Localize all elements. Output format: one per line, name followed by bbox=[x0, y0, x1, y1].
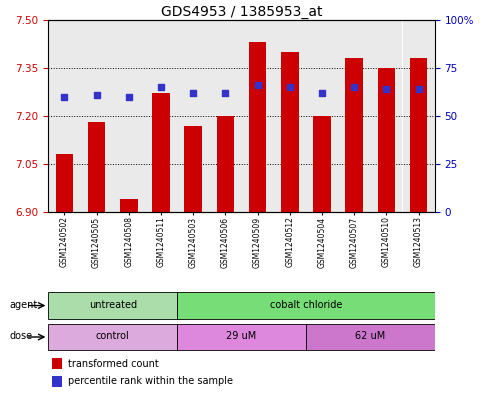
Text: dose: dose bbox=[10, 331, 33, 342]
Text: untreated: untreated bbox=[89, 300, 137, 310]
Bar bbox=[48, 292, 177, 319]
Bar bbox=[370, 20, 402, 212]
Point bbox=[222, 90, 229, 96]
Point bbox=[254, 82, 261, 88]
Bar bbox=[56, 154, 73, 212]
Bar bbox=[410, 58, 427, 212]
Point bbox=[318, 90, 326, 96]
Point bbox=[383, 86, 390, 92]
Bar bbox=[177, 324, 306, 350]
Text: control: control bbox=[96, 331, 129, 342]
Bar bbox=[242, 20, 274, 212]
Bar bbox=[48, 324, 177, 350]
Bar bbox=[306, 20, 338, 212]
Bar bbox=[52, 358, 62, 369]
Bar bbox=[113, 20, 145, 212]
Title: GDS4953 / 1385953_at: GDS4953 / 1385953_at bbox=[161, 5, 322, 18]
Bar bbox=[306, 324, 435, 350]
Bar bbox=[345, 58, 363, 212]
Point bbox=[415, 86, 423, 92]
Bar bbox=[88, 122, 105, 212]
Point bbox=[125, 94, 133, 100]
Bar bbox=[152, 94, 170, 212]
Text: transformed count: transformed count bbox=[68, 358, 158, 369]
Bar bbox=[52, 376, 62, 387]
Bar bbox=[177, 20, 209, 212]
Point bbox=[93, 92, 100, 98]
Bar bbox=[378, 68, 395, 212]
Point bbox=[60, 94, 68, 100]
Bar bbox=[402, 20, 435, 212]
Bar bbox=[145, 20, 177, 212]
Bar bbox=[281, 52, 298, 212]
Point bbox=[189, 90, 197, 96]
Point bbox=[157, 84, 165, 90]
Bar bbox=[177, 292, 435, 319]
Text: agent: agent bbox=[10, 300, 38, 310]
Bar bbox=[216, 116, 234, 212]
Bar bbox=[274, 20, 306, 212]
Bar bbox=[120, 199, 138, 212]
Text: percentile rank within the sample: percentile rank within the sample bbox=[68, 376, 233, 386]
Text: 62 uM: 62 uM bbox=[355, 331, 385, 342]
Bar bbox=[48, 20, 81, 212]
Text: 29 uM: 29 uM bbox=[227, 331, 256, 342]
Bar bbox=[185, 126, 202, 212]
Bar bbox=[338, 20, 370, 212]
Point bbox=[350, 84, 358, 90]
Bar bbox=[249, 42, 267, 212]
Bar bbox=[313, 116, 331, 212]
Point bbox=[286, 84, 294, 90]
Bar bbox=[81, 20, 113, 212]
Text: cobalt chloride: cobalt chloride bbox=[270, 300, 342, 310]
Bar bbox=[209, 20, 242, 212]
